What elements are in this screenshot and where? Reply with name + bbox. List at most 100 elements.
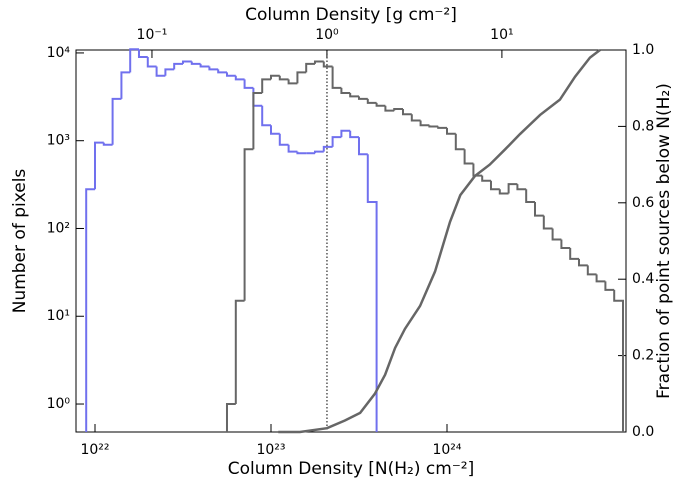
histogram-step (269, 125, 280, 135)
histogram-step (340, 129, 351, 138)
histogram-step (261, 105, 271, 127)
histogram-step (542, 215, 553, 230)
y2-tick-label: 0.8 (632, 118, 654, 134)
histogram-step (269, 74, 280, 80)
plot-frame (75, 49, 627, 433)
histogram-step (586, 265, 597, 276)
y-tick-label: 10⁴ (47, 45, 71, 61)
x2-tick-label: 10⁻¹ (137, 27, 168, 43)
histogram-step (305, 62, 315, 73)
histogram-step (349, 92, 359, 98)
histogram-step (322, 61, 333, 68)
x-tick-label: 10²⁴ (432, 442, 461, 458)
histogram-step (410, 114, 421, 122)
histogram-step (217, 69, 227, 74)
histogram-step (533, 202, 544, 217)
x-axis-label: Column Density [N(H₂) cm⁻²] (228, 459, 474, 479)
y-tick-label: 10² (47, 220, 70, 236)
histogram-step (287, 144, 298, 153)
histogram-step (208, 66, 219, 71)
histogram-step (252, 87, 263, 107)
histogram-step (278, 75, 289, 81)
histogram-step (419, 120, 430, 127)
y-tick-label: 10⁰ (47, 396, 71, 412)
histogram-step (225, 403, 236, 432)
histogram-step (313, 150, 324, 154)
histogram-step (357, 96, 368, 100)
y2-tick-label: 0.4 (632, 271, 654, 287)
histogram-step (111, 97, 122, 145)
histogram-step (507, 183, 518, 194)
histogram-step (375, 102, 386, 107)
histogram-step (401, 108, 412, 116)
histogram-step (428, 125, 439, 128)
histogram-step (340, 87, 351, 94)
histogram-step (173, 62, 183, 70)
x-tick-label: 10²³ (256, 442, 285, 458)
histogram-step (551, 228, 562, 241)
histogram-step (569, 247, 579, 260)
histogram-step (384, 105, 395, 112)
histogram-step (525, 189, 535, 204)
histogram-step (243, 79, 254, 89)
histogram-step (93, 141, 104, 190)
histogram-step (454, 133, 465, 151)
histogram-step (349, 130, 359, 139)
histogram-step (366, 98, 377, 104)
x-tick-label: 10²² (80, 442, 109, 458)
histogram-step (437, 126, 447, 129)
histogram-step (287, 79, 298, 85)
histogram-step (146, 56, 157, 68)
histogram-step (120, 71, 131, 99)
histogram-step (331, 66, 342, 89)
histogram-step (296, 151, 307, 155)
histogram-step (322, 145, 333, 152)
histogram-step (313, 60, 324, 64)
x2-tick-label: 10⁰ (315, 27, 339, 43)
histogram-step (252, 91, 263, 150)
histogram-step (225, 72, 236, 77)
histogram-step (181, 60, 192, 64)
histogram-step (261, 78, 271, 93)
histogram-step (613, 289, 625, 432)
histogram-step (393, 107, 403, 111)
cumulative-line (278, 49, 601, 434)
histogram-step (155, 66, 166, 77)
histogram-step (129, 48, 139, 73)
histogram-step (516, 184, 527, 191)
histogram-step (489, 180, 500, 191)
histogram-step (234, 75, 245, 81)
y-axis-label: Number of pixels (10, 169, 30, 314)
histogram-step (463, 149, 474, 165)
y2-axis-label: Fraction of point sources below N(H₂) (654, 83, 674, 399)
histogram-step (357, 137, 368, 156)
histogram-step (190, 61, 201, 65)
histogram-step (481, 175, 491, 182)
y2-tick-label: 1.0 (632, 42, 654, 58)
histogram-step (278, 133, 289, 146)
histogram-step (85, 188, 95, 432)
histogram-step (595, 274, 606, 283)
histogram-step (577, 258, 588, 267)
x2-tick-label: 10¹ (490, 27, 513, 43)
histogram-step (243, 148, 254, 301)
histogram-step (366, 154, 378, 432)
histogram-step (296, 71, 307, 84)
histogram-step (164, 68, 175, 76)
histogram-step (560, 239, 571, 249)
x2-axis-label: Column Density [g cm⁻²] (245, 5, 457, 25)
histogram-step (604, 281, 615, 291)
y-tick-label: 10¹ (47, 308, 70, 324)
histogram-step (498, 189, 509, 195)
histogram-step (445, 127, 456, 135)
histogram-step (472, 163, 483, 177)
histogram-step (234, 299, 245, 405)
histogram-step (199, 63, 210, 68)
histogram-step (331, 136, 342, 147)
y2-tick-label: 0.0 (632, 424, 654, 440)
histogram-step (137, 49, 148, 58)
y2-tick-label: 0.2 (632, 348, 654, 364)
y-tick-label: 10³ (47, 133, 70, 149)
